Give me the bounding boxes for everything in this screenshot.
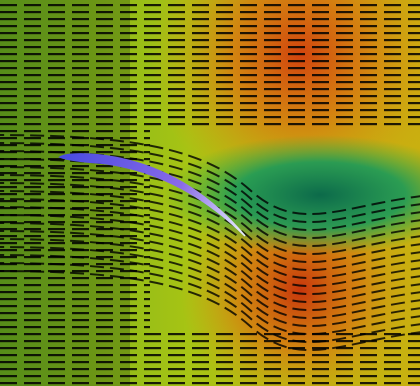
streaks-lower (0, 330, 420, 386)
streaks-upper (0, 0, 420, 130)
page-body (0, 0, 420, 386)
page: Flow visualization {} html, body { margi… (0, 0, 420, 386)
flow-visualization (0, 0, 420, 386)
